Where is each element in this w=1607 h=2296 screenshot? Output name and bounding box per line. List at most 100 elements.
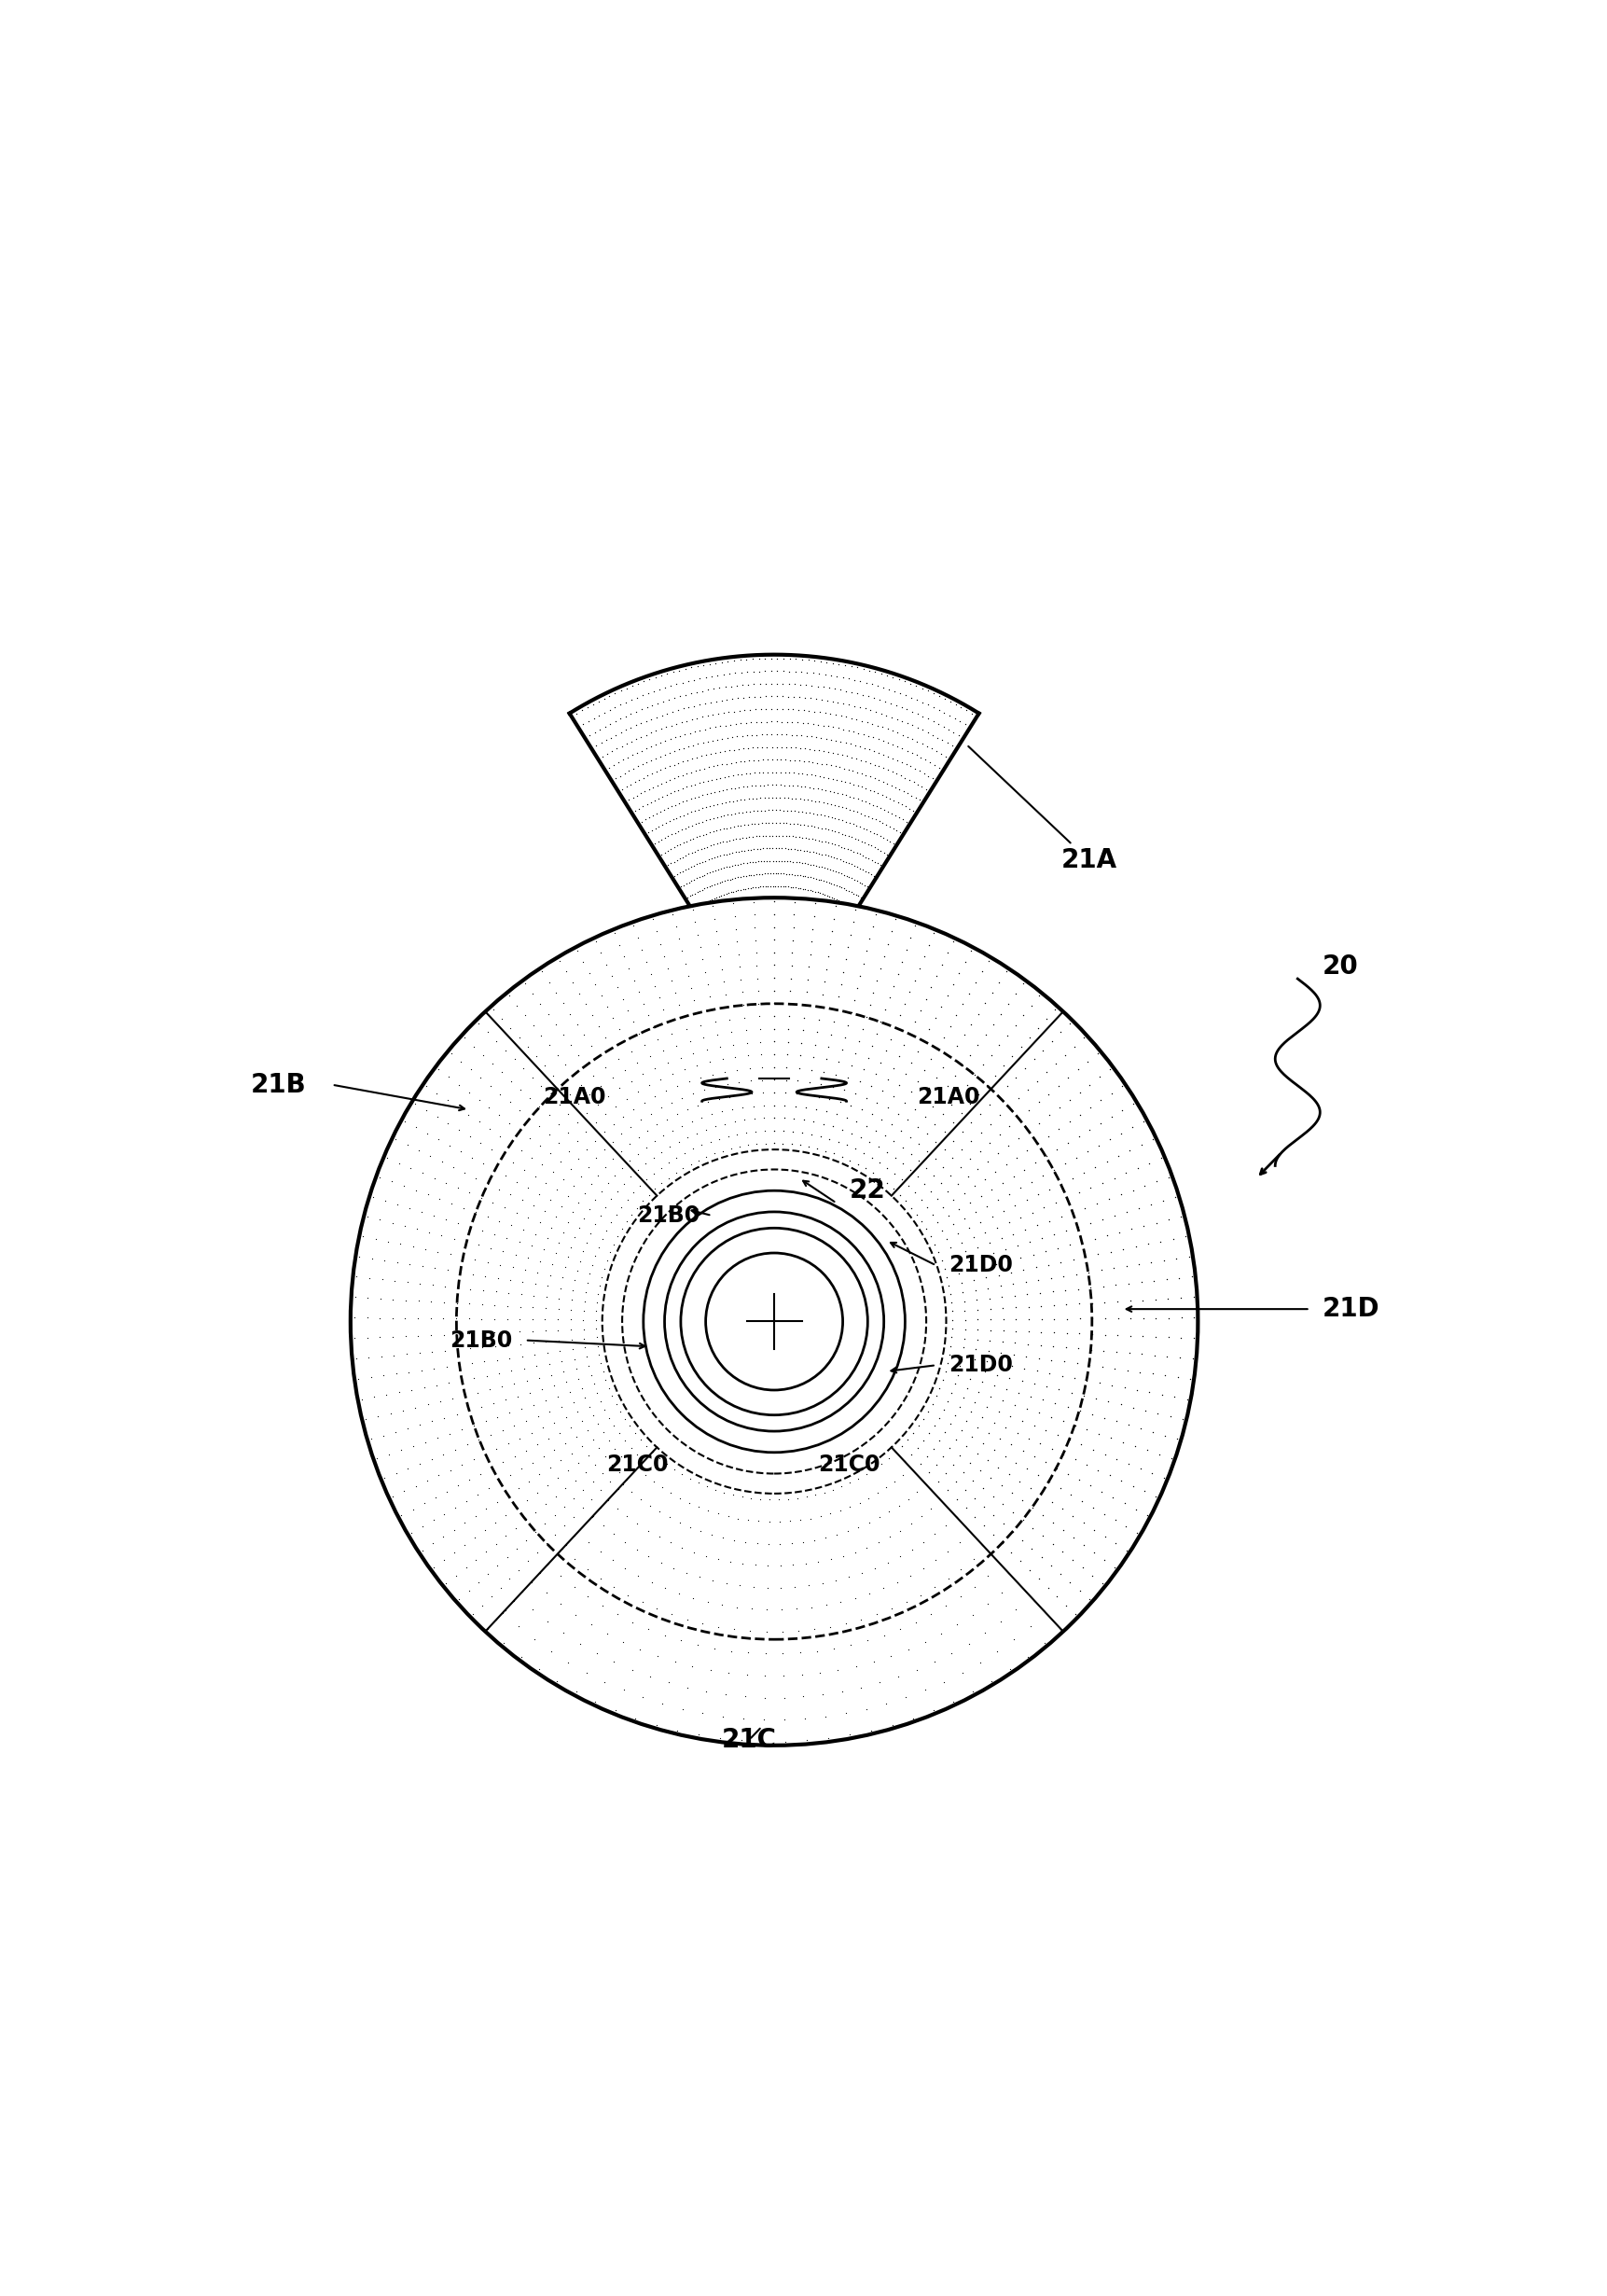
Point <box>927 987 953 1024</box>
Point <box>792 820 818 856</box>
Point <box>530 1231 556 1267</box>
Point <box>750 1678 776 1715</box>
Point <box>569 1371 595 1407</box>
Point <box>889 689 914 726</box>
Point <box>461 1242 487 1279</box>
Point <box>564 1394 590 1430</box>
Point <box>943 730 969 767</box>
Point <box>1051 1343 1077 1380</box>
Point <box>558 1077 583 1114</box>
Point <box>553 1398 579 1435</box>
Point <box>840 905 866 941</box>
Point <box>705 934 731 971</box>
Point <box>768 983 794 1019</box>
Point <box>566 1185 591 1221</box>
Point <box>535 1116 561 1153</box>
Point <box>1041 1384 1067 1421</box>
Point <box>704 1541 730 1577</box>
Point <box>683 889 709 925</box>
Point <box>950 1329 975 1366</box>
Point <box>726 641 752 677</box>
Point <box>570 1508 596 1545</box>
Point <box>995 1203 1020 1240</box>
Point <box>916 1010 942 1047</box>
Point <box>787 767 813 804</box>
Point <box>828 884 853 921</box>
Point <box>460 1139 485 1176</box>
Point <box>577 1256 603 1293</box>
Point <box>1040 1504 1065 1541</box>
Point <box>750 1075 776 1111</box>
Point <box>714 916 739 953</box>
Point <box>442 1490 468 1527</box>
Point <box>839 806 865 843</box>
Point <box>524 1348 550 1384</box>
Point <box>418 1440 444 1476</box>
Point <box>800 955 826 992</box>
Point <box>517 1228 543 1265</box>
Point <box>816 905 842 941</box>
Point <box>497 1104 522 1141</box>
Point <box>460 1256 485 1293</box>
Point <box>924 1203 950 1240</box>
Point <box>837 1626 863 1662</box>
Point <box>1045 1068 1070 1104</box>
Point <box>754 854 779 891</box>
Point <box>1028 1497 1054 1534</box>
Point <box>831 684 857 721</box>
Point <box>911 939 937 976</box>
Point <box>795 951 821 987</box>
Point <box>858 856 884 893</box>
Point <box>983 1210 1009 1247</box>
Point <box>691 829 717 866</box>
Point <box>762 1049 787 1086</box>
Point <box>484 1548 509 1584</box>
Point <box>765 932 791 969</box>
Point <box>689 723 715 760</box>
Point <box>1138 1185 1163 1221</box>
Point <box>828 698 853 735</box>
Point <box>885 1658 911 1694</box>
Point <box>730 666 755 703</box>
Point <box>844 739 869 776</box>
Point <box>804 847 829 884</box>
Point <box>1082 1511 1107 1548</box>
Point <box>487 1570 513 1607</box>
Point <box>720 941 746 978</box>
Point <box>681 792 707 829</box>
Point <box>1041 1300 1067 1336</box>
Point <box>824 788 850 824</box>
Point <box>598 762 624 799</box>
Point <box>434 1474 460 1511</box>
Point <box>977 1290 1003 1327</box>
Point <box>1000 1157 1025 1194</box>
Point <box>786 691 812 728</box>
Point <box>400 1428 426 1465</box>
Point <box>574 1653 599 1690</box>
Point <box>686 778 712 815</box>
Point <box>897 666 922 703</box>
Point <box>632 1084 657 1120</box>
Point <box>831 712 857 748</box>
Point <box>1078 1300 1104 1336</box>
Point <box>633 716 659 753</box>
Point <box>869 668 895 705</box>
Point <box>861 1451 887 1488</box>
Point <box>781 921 807 957</box>
Point <box>346 1362 371 1398</box>
Point <box>893 746 919 783</box>
Point <box>842 820 868 856</box>
Point <box>384 1185 410 1221</box>
Point <box>892 1678 918 1715</box>
Point <box>776 957 802 994</box>
Point <box>776 767 802 804</box>
Point <box>386 1146 411 1182</box>
Point <box>739 987 765 1024</box>
Point <box>699 1095 725 1132</box>
Point <box>654 790 680 827</box>
Point <box>705 771 731 808</box>
Point <box>498 1010 524 1047</box>
Point <box>1045 1417 1070 1453</box>
Point <box>591 751 617 788</box>
Point <box>775 918 800 955</box>
